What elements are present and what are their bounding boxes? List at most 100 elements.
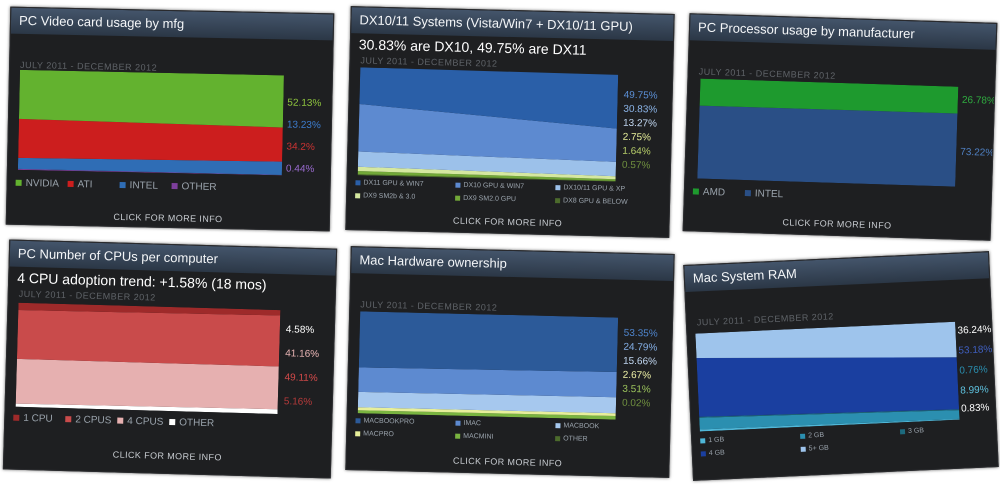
legend-item: AMD — [692, 186, 726, 199]
area-series — [357, 410, 616, 420]
pct-label-macbook: 15.66% — [622, 355, 658, 368]
legend-item: DX9 SM2.0 GPU — [455, 195, 516, 203]
pct-label-4gb: 53.18% — [958, 344, 993, 357]
date-range: JULY 2011 - DECEMBER 2012 — [360, 299, 498, 313]
legend-swatch — [67, 181, 74, 188]
pct-label-macmini: 3.51% — [622, 383, 651, 396]
legend-swatch — [555, 184, 561, 190]
legend-item: INTEL — [744, 188, 783, 200]
legend-swatch — [355, 179, 361, 186]
area-series — [695, 321, 957, 359]
legend-item: DX10/11 GPU & XP — [555, 184, 625, 193]
legend-label: 4 GB — [708, 449, 725, 458]
legend-label: DX8 GPU & BELOW — [563, 197, 628, 206]
legend-item: INTEL — [119, 180, 158, 192]
pct-label-intel: 13.23% — [286, 119, 321, 132]
pct-label-imac: 24.79% — [623, 341, 658, 354]
legend-swatch — [455, 420, 461, 426]
pct-label-dx9-sm2: 1.64% — [622, 145, 651, 158]
pct-label-ati: 34.2% — [286, 141, 315, 154]
legend-swatch — [355, 417, 361, 424]
legend-swatch — [555, 422, 561, 428]
pct-label-other: 0.44% — [285, 163, 315, 176]
legend-item: ATI — [67, 179, 93, 190]
pct-label-dx9-sm2b: 2.75% — [622, 131, 652, 144]
area-series — [357, 151, 617, 177]
legend-label: DX10/11 GPU & XP — [563, 184, 626, 193]
more-info-link[interactable]: CLICK FOR MORE INFO — [112, 449, 222, 463]
chart-legend: 1 GB 2 GB 3 GB 4 GB 5+ GB — [700, 424, 991, 463]
area-series — [699, 418, 960, 432]
area-chart — [357, 311, 619, 420]
area-chart — [357, 67, 619, 182]
area-chart — [697, 78, 959, 187]
legend-label: 1 GB — [708, 436, 725, 445]
area-series — [15, 403, 278, 415]
pct-label-other: 0.02% — [621, 397, 651, 410]
legend-item: 4 GB — [700, 449, 725, 458]
legend-label: MACBOOKPRO — [363, 417, 415, 426]
legend-item: 4 CPUS — [117, 416, 164, 428]
panel-cpu-count: PC Number of CPUs per computer 4 CPU ado… — [2, 239, 338, 479]
date-range: JULY 2011 - DECEMBER 2012 — [360, 55, 498, 69]
pct-label-nvidia: 52.13% — [287, 97, 322, 110]
pct-label-macpro: 2.67% — [622, 369, 652, 382]
pct-label-dx11-win7: 49.75% — [623, 89, 658, 102]
legend-swatch — [13, 415, 20, 422]
pct-label-2gb: 8.99% — [960, 384, 989, 397]
panel-title: PC Video card usage by mfg — [10, 7, 334, 41]
area-series — [699, 409, 960, 418]
legend-item: NVIDIA — [15, 178, 60, 190]
legend-item: MACPRO — [355, 430, 394, 438]
legend-item: 1 CPU — [13, 413, 53, 425]
legend-label: OTHER — [179, 417, 215, 430]
panel-title: Mac System RAM — [684, 252, 990, 292]
panel-title: DX10/11 Systems (Vista/Win7 + DX10/11 GP… — [351, 7, 674, 41]
pct-label-1cpu: 5.16% — [283, 396, 313, 408]
area-series — [357, 407, 616, 416]
panel-video-card: PC Video card usage by mfg JULY 2011 - D… — [5, 6, 335, 232]
area-series — [357, 391, 617, 414]
legend-swatch — [700, 437, 706, 444]
chart-legend: MACBOOKPRO IMAC MACBOOK MACPRO MACMINI OTHER — [355, 417, 662, 450]
legend-swatch — [692, 188, 699, 195]
legend-item: DX10 GPU & WIN7 — [455, 181, 525, 191]
panel-title: Mac Hardware ownership — [351, 247, 674, 281]
legend-swatch — [355, 430, 361, 437]
more-info-link[interactable]: CLICK FOR MORE INFO — [113, 211, 223, 225]
area-series — [358, 367, 617, 398]
more-info-link[interactable]: CLICK FOR MORE INFO — [452, 455, 563, 469]
area-series — [697, 105, 958, 187]
pct-label-dx8: 0.57% — [621, 159, 651, 172]
pct-label-dx10-win7: 30.83% — [623, 103, 658, 116]
chart-legend: NVIDIA ATI INTEL OTHER — [15, 178, 315, 198]
area-chart — [17, 69, 284, 176]
legend-item: IMAC — [455, 419, 482, 428]
legend-swatch — [744, 190, 751, 197]
legend-label: DX9 SM2b & 3.0 — [363, 192, 416, 201]
more-info-link[interactable]: CLICK FOR MORE INFO — [782, 217, 892, 231]
legend-label: DX9 SM2.0 GPU — [463, 194, 517, 204]
legend-label: IMAC — [463, 419, 482, 428]
area-series — [696, 357, 960, 417]
legend-swatch — [65, 416, 72, 423]
more-info-link[interactable]: CLICK FOR MORE INFO — [452, 215, 563, 229]
area-series — [357, 166, 616, 180]
legend-item: OTHER — [169, 417, 214, 429]
chart-legend: DX11 GPU & WIN7 DX10 GPU & WIN7 DX10/11 GP… — [355, 179, 662, 212]
area-series — [18, 69, 284, 128]
legend-label: AMD — [702, 186, 726, 199]
area-series — [358, 104, 617, 162]
area-series — [17, 157, 283, 175]
legend-label: DX10 GPU & WIN7 — [463, 181, 525, 191]
legend-item: DX9 SM2b & 3.0 — [355, 192, 416, 201]
legend-item: MACBOOKPRO — [355, 417, 415, 426]
pct-label-amd: 26.78% — [961, 94, 996, 107]
legend-item: MACBOOK — [555, 422, 599, 430]
legend-swatch — [171, 183, 178, 190]
legend-swatch — [169, 419, 176, 426]
legend-swatch — [117, 417, 124, 425]
panel-dx-systems: DX10/11 Systems (Vista/Win7 + DX10/11 GP… — [345, 6, 675, 238]
legend-swatch — [455, 182, 461, 188]
pct-label-2cpus: 49.11% — [284, 372, 318, 385]
